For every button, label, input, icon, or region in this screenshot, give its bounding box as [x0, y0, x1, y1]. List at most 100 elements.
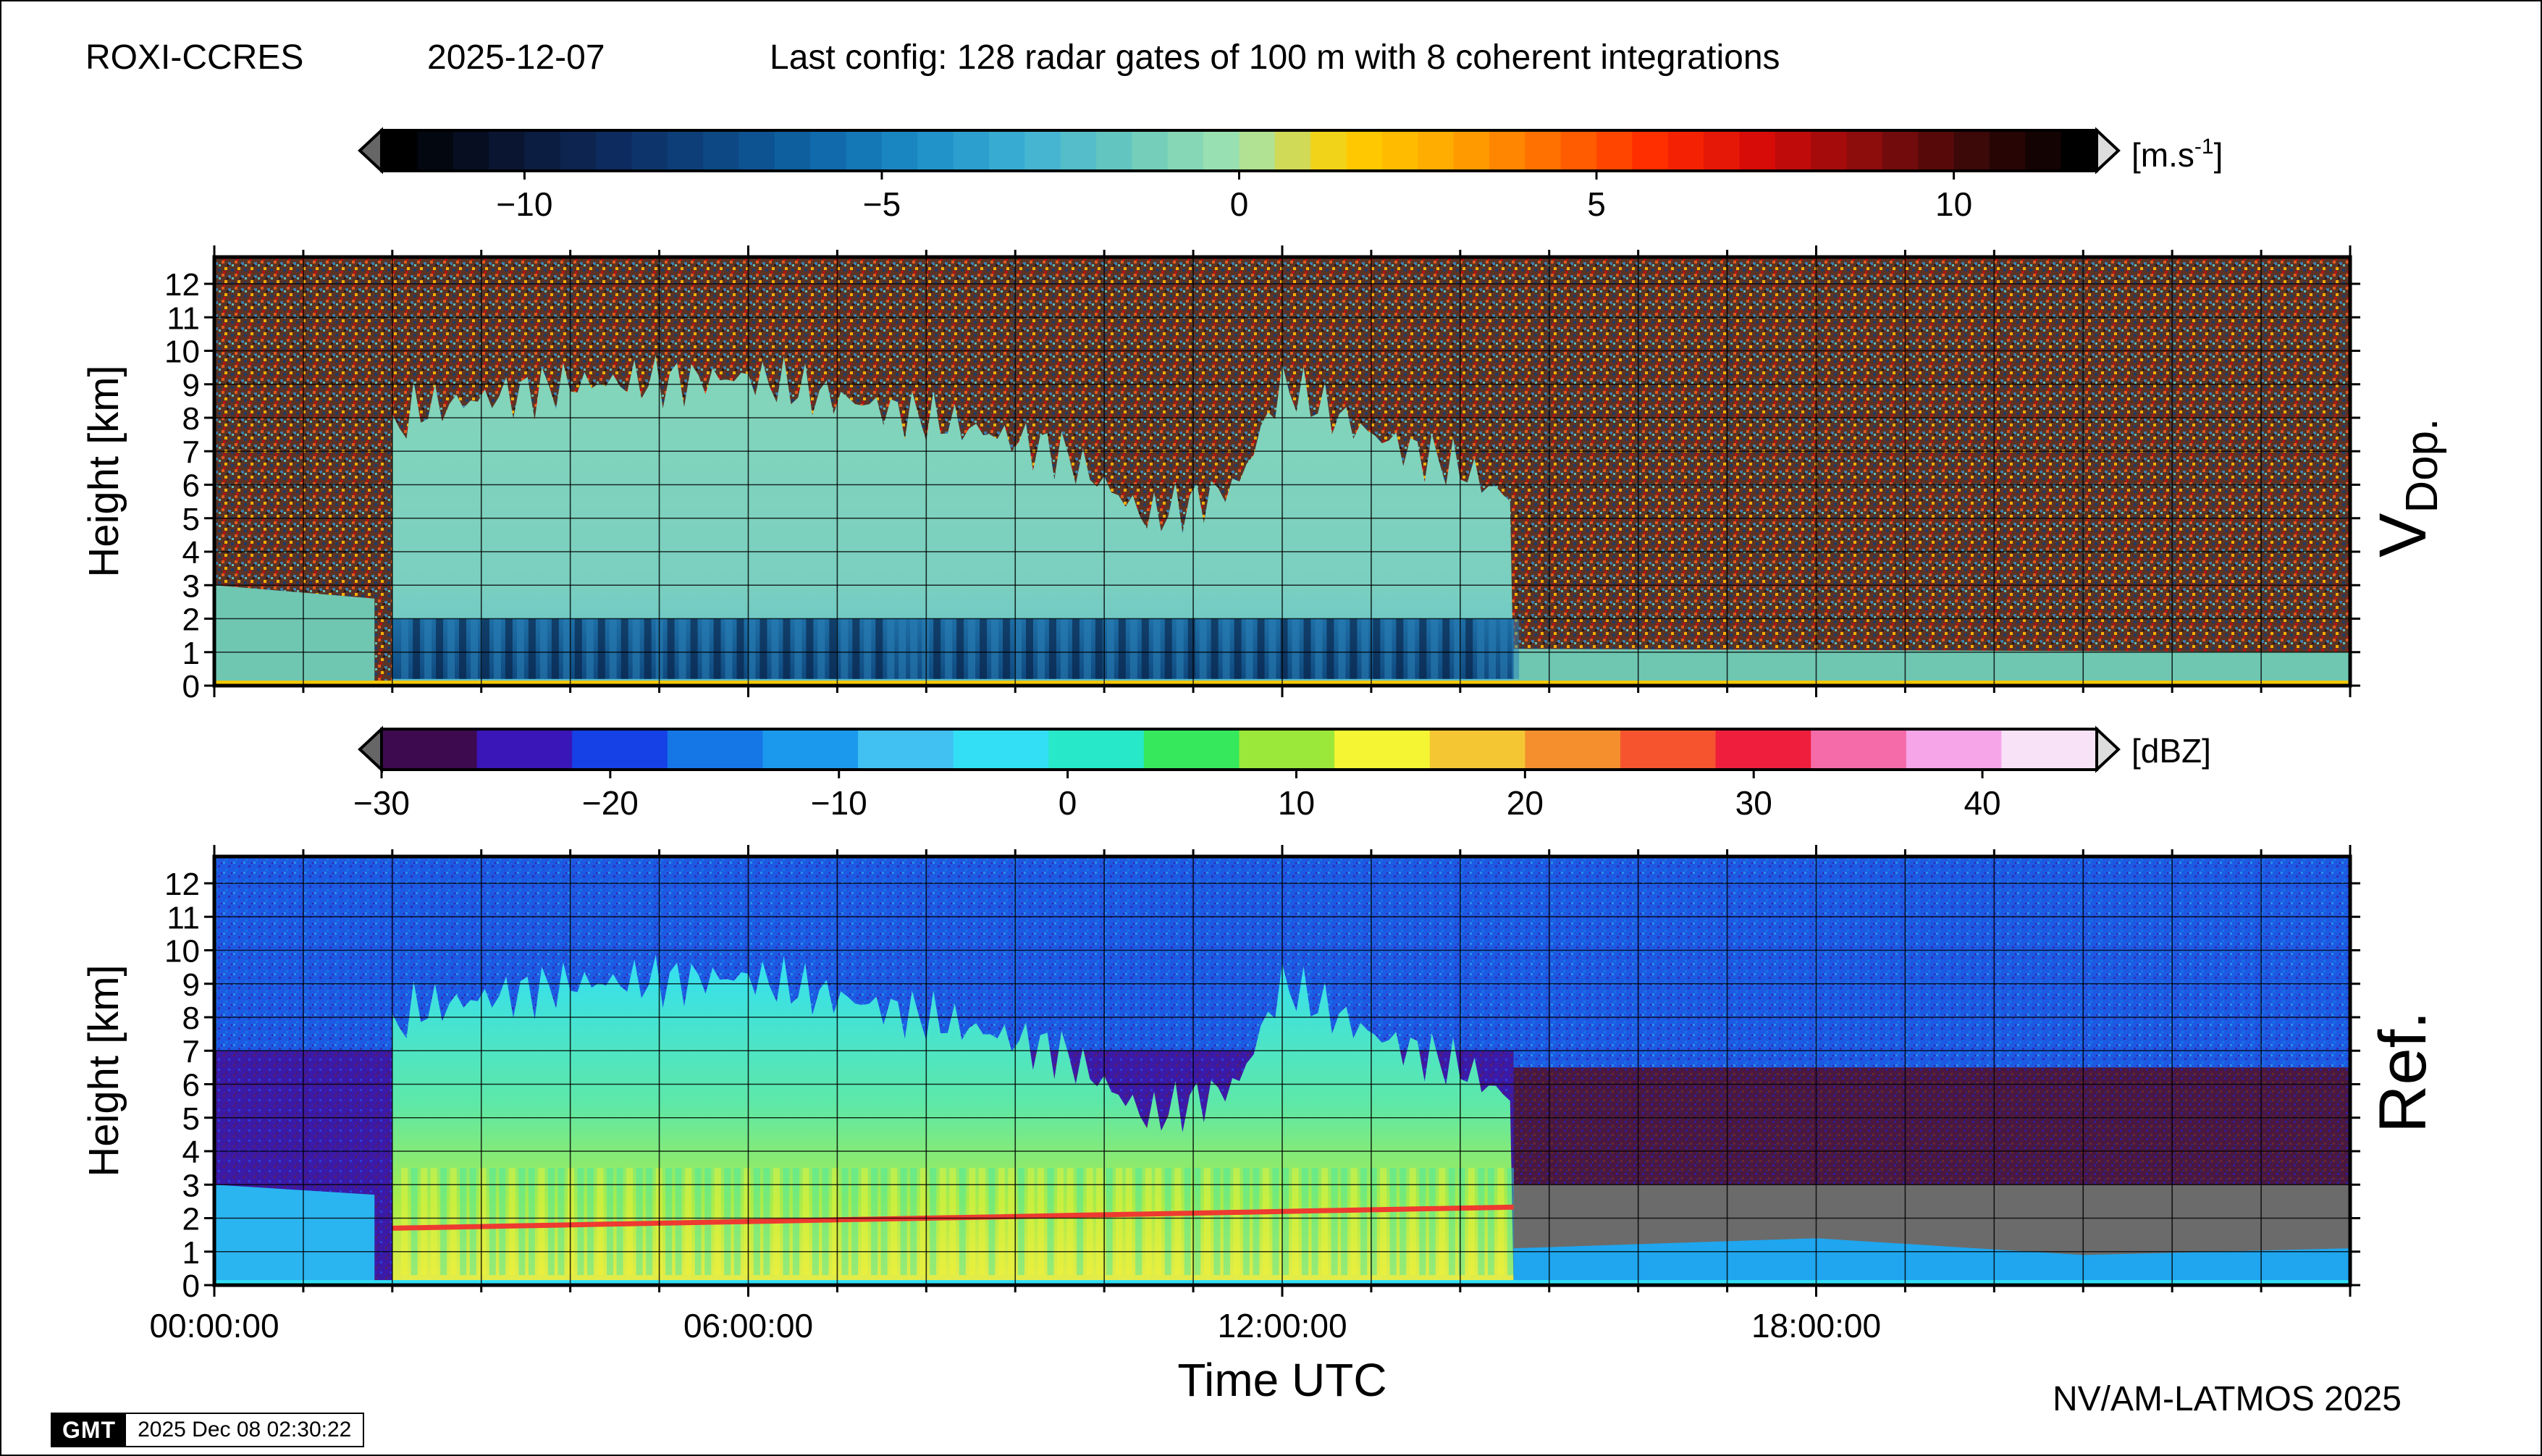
reflectivity-fall-streak [1008, 1168, 1015, 1276]
velocity-fall-streak [956, 618, 964, 679]
colorbar-cell [1811, 130, 1848, 171]
velocity-fall-streak [887, 618, 895, 679]
y-tick-label: 11 [167, 300, 200, 336]
colorbar-cell [524, 130, 561, 171]
reflectivity-fall-streak [460, 1168, 467, 1276]
reflectivity-fall-streak [528, 1168, 535, 1276]
velocity-fall-streak [644, 618, 652, 679]
colorbar-cell [2061, 130, 2097, 171]
velocity-fall-streak [1454, 618, 1462, 679]
velocity-fall-streak [632, 618, 640, 679]
colorbar-tick-label: −20 [582, 784, 639, 822]
colorbar-cell [1346, 130, 1383, 171]
velocity-fall-streak [413, 618, 421, 679]
reflectivity-fall-streak [1164, 1168, 1171, 1276]
colorbar-cell [382, 130, 418, 171]
reflectivity-fall-streak [998, 1168, 1005, 1276]
y-tick-label: 8 [182, 1001, 200, 1036]
colorbar-cell [2001, 729, 2097, 770]
velocity-fall-streak [1257, 618, 1265, 679]
reflectivity-fall-streak [607, 1168, 614, 1276]
reflectivity-fall-streak [1507, 1168, 1514, 1276]
colorbar-cell [1429, 729, 1525, 770]
velocity-fall-streak [690, 618, 698, 679]
colorbar-cell [1715, 729, 1811, 770]
velocity-fall-streak [898, 618, 906, 679]
velocity-fall-streak [1431, 618, 1439, 679]
velocity-fall-streak [922, 618, 930, 679]
reflectivity-fall-streak [1017, 1168, 1024, 1276]
velocity-fall-streak [597, 618, 605, 679]
reflectivity-fall-streak [988, 1168, 996, 1276]
colorbar-cell [989, 130, 1025, 171]
reflectivity-fall-streak [1400, 1168, 1407, 1276]
colorbar-cell [1953, 130, 1990, 171]
colorbar-cell [953, 729, 1049, 770]
velocity-fall-streak [1245, 618, 1253, 679]
colorbar-cell [1239, 130, 1276, 171]
colorbar-cell [1143, 729, 1240, 770]
velocity-fall-streak [516, 618, 524, 679]
colorbar-cell [1560, 130, 1597, 171]
reflectivity-fall-streak [1027, 1168, 1035, 1276]
y-tick-label: 1 [182, 636, 200, 671]
reflectivity-fall-streak [1497, 1168, 1504, 1276]
colorbar-cell [1096, 130, 1133, 171]
velocity-fall-streak [481, 618, 489, 679]
velocity-cloud-region [392, 355, 1514, 686]
colorbar-cell [1596, 130, 1633, 171]
velocity-fall-streak [1037, 618, 1045, 679]
colorbar-tick-label: 5 [1587, 185, 1606, 223]
velocity-fall-streak [1003, 618, 1011, 679]
velocity-fall-streak [968, 618, 976, 679]
reflectivity-fall-streak [538, 1168, 545, 1276]
reflectivity-fall-streak [1253, 1168, 1260, 1276]
reflectivity-colorbar: −30 −20 −10 0 10 20 30 40 [dBZ] [353, 725, 2211, 822]
velocity-fall-streak [841, 618, 849, 679]
colorbar-tick-label: 20 [1507, 784, 1544, 822]
colorbar-cell [738, 130, 775, 171]
reflectivity-fall-streak [978, 1168, 985, 1276]
reflectivity-unit-label: [dBZ] [2131, 732, 2211, 770]
reflectivity-fall-streak [1262, 1168, 1269, 1276]
colorbar-cell [1239, 729, 1335, 770]
reflectivity-fall-streak [1057, 1168, 1064, 1276]
colorbar-cell [703, 130, 740, 171]
velocity-fall-streak [1234, 618, 1242, 679]
velocity-fall-streak [505, 618, 513, 679]
velocity-fall-streak [1083, 618, 1091, 679]
colorbar-tick-label: −10 [811, 784, 867, 822]
reflectivity-fall-streak [1487, 1168, 1494, 1276]
colorbar-cell [1704, 130, 1741, 171]
velocity-unit-label: [m.s-1] [2131, 135, 2223, 174]
reflectivity-fall-streak [1106, 1168, 1113, 1276]
velocity-fall-streak [551, 618, 559, 679]
colorbar-right-arrow [2095, 127, 2121, 174]
colorbar-tick-label: 0 [1059, 784, 1077, 822]
reflectivity-fall-streak [969, 1168, 976, 1276]
reflectivity-fall-streak [1242, 1168, 1250, 1276]
colorbar-right-arrow [2095, 725, 2121, 773]
velocity-fall-streak [678, 618, 686, 679]
velocity-fall-streak [471, 618, 478, 679]
velocity-fall-streak [1303, 618, 1311, 679]
colorbar-cell [1667, 130, 1704, 171]
y-tick-label: 3 [182, 568, 200, 604]
colorbar-cell [1620, 729, 1717, 770]
gmt-timestamp: GMT 2025 Dec 08 02:30:22 [51, 1413, 365, 1447]
colorbar-cell [1811, 729, 1907, 770]
colorbar-cell [1775, 130, 1811, 171]
colorbar-left-arrow [358, 725, 383, 773]
y-tick-label: 9 [182, 368, 200, 403]
velocity-fall-streak [748, 618, 756, 679]
velocity-fall-streak [817, 618, 825, 679]
reflectivity-fall-streak [1233, 1168, 1240, 1276]
colorbar-cell [476, 729, 573, 770]
velocity-fall-streak [852, 618, 860, 679]
velocity-fall-streak [1268, 618, 1276, 679]
velocity-fall-streak [1176, 618, 1184, 679]
velocity-fall-streak [991, 618, 999, 679]
velocity-fall-streak [864, 618, 872, 679]
reflectivity-fall-streak [1037, 1168, 1044, 1276]
